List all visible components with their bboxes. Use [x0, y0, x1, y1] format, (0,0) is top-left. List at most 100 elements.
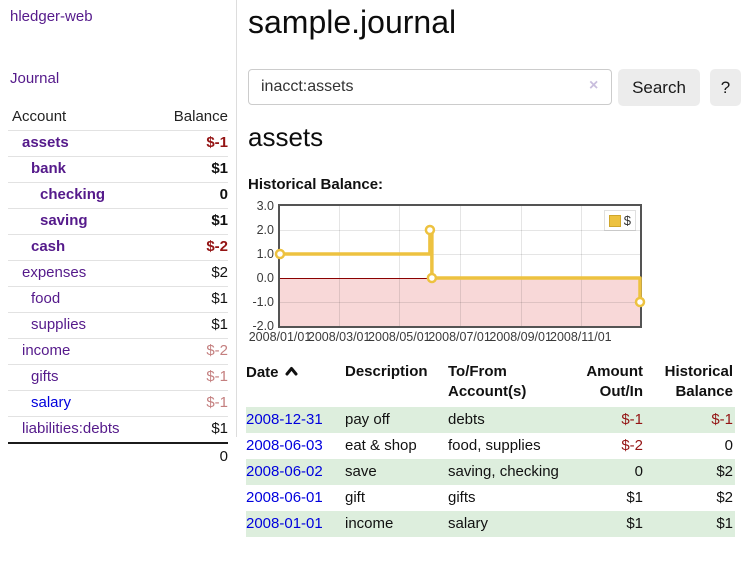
- account-row: supplies $1: [8, 312, 228, 338]
- negative-region: [280, 278, 640, 326]
- sort-ascending-chevron-icon: [285, 362, 298, 382]
- transaction-amount: $-2: [621, 437, 643, 454]
- account-link[interactable]: salary: [31, 394, 72, 411]
- chart-title: Historical Balance:: [248, 176, 384, 193]
- sidebar: hledger-web Journal Account Balance asse…: [0, 0, 237, 465]
- account-row: gifts $-1: [8, 364, 228, 390]
- account-row: assets $-1: [8, 130, 228, 156]
- transaction-amount: 0: [634, 463, 643, 480]
- transaction-date-link[interactable]: 2008-06-03: [246, 437, 323, 454]
- account-link[interactable]: liabilities:debts: [22, 420, 120, 437]
- account-row: cash $-2: [8, 234, 228, 260]
- vertical-gridline: [339, 206, 341, 326]
- y-axis-tick-label: -1.0: [252, 295, 274, 309]
- date-column-header[interactable]: Date: [246, 360, 345, 407]
- transaction-date-link[interactable]: 2008-06-03: [246, 433, 345, 459]
- account-balance: $1: [211, 160, 228, 177]
- accounts-table-rows: assets $-1 bank $1 checking 0 saving $1 cash $-2 e…: [8, 130, 228, 442]
- transaction-date-link[interactable]: 2008-01-01: [246, 511, 345, 537]
- search-input[interactable]: [248, 69, 612, 105]
- account-balance: $1: [211, 420, 228, 437]
- transaction-amount: $1: [626, 515, 643, 532]
- legend-label: $: [623, 213, 631, 228]
- transaction-accounts: salary: [448, 515, 489, 532]
- search-button[interactable]: Search: [618, 69, 700, 106]
- x-axis-tick-label: 2008/11/01: [549, 330, 612, 344]
- vertical-gridline: [459, 206, 461, 326]
- account-row: income $-2: [8, 338, 228, 364]
- account-link[interactable]: bank: [31, 160, 67, 177]
- account-balance: $-1: [206, 368, 228, 385]
- account-balance: 0: [219, 186, 228, 203]
- transaction-accounts: gifts: [448, 489, 476, 506]
- account-link[interactable]: gifts: [31, 368, 59, 385]
- accounts-total-row: 0: [8, 442, 228, 469]
- horizontal-gridline: [280, 254, 640, 255]
- data-point-marker: [426, 272, 438, 284]
- balance-column-header: Balance: [173, 108, 228, 125]
- transaction-description: pay off: [345, 411, 390, 428]
- account-link[interactable]: cash: [31, 238, 66, 255]
- transaction-balance: $-1: [711, 411, 733, 428]
- y-axis-tick-label: -2.0: [252, 319, 274, 333]
- account-balance: $2: [211, 264, 228, 281]
- balance-column-header-main: Historical Balance: [664, 363, 733, 400]
- account-row: bank $1: [8, 156, 228, 182]
- account-row: liabilities:debts $1: [8, 416, 228, 442]
- vertical-gridline: [520, 206, 522, 326]
- transaction-description: gift: [345, 489, 366, 506]
- y-axis-tick-label: 0.0: [256, 271, 274, 285]
- transaction-date-link[interactable]: 2008-06-01: [246, 489, 323, 506]
- historical-balance-chart: $ 3.0 2.0 1.0 0.0 -1.0 -2.0 2008/01/01 2008/03/…: [248, 199, 678, 348]
- transaction-row: 2008-06-01 gift gifts $1 $2: [246, 485, 735, 511]
- account-link[interactable]: food: [31, 290, 61, 307]
- register-header-row: Date Description To/From Account(s) Amou…: [246, 360, 735, 407]
- account-link[interactable]: assets: [22, 134, 69, 151]
- account-link[interactable]: saving: [40, 212, 88, 229]
- data-point-marker: [274, 248, 286, 260]
- account-balance: $1: [211, 316, 228, 333]
- transaction-date-link[interactable]: 2008-06-02: [246, 459, 345, 485]
- description-column-header: Description: [345, 363, 428, 380]
- transaction-description: save: [345, 463, 377, 480]
- data-point-marker: [424, 224, 436, 236]
- account-link[interactable]: supplies: [31, 316, 87, 333]
- x-axis-tick-label: 2008/05/01: [368, 330, 431, 344]
- transaction-date-link[interactable]: 2008-12-31: [246, 407, 345, 433]
- accounts-column-header: To/From Account(s): [448, 363, 527, 400]
- transaction-description: eat & shop: [345, 437, 417, 454]
- account-row: expenses $2: [8, 260, 228, 286]
- help-button[interactable]: ?: [710, 69, 741, 106]
- y-axis-tick-label: 2.0: [256, 223, 274, 237]
- transaction-row: 2008-01-01 income salary $1 $1: [246, 511, 735, 537]
- transaction-date-link[interactable]: 2008-06-02: [246, 463, 323, 480]
- accounts-table: Account Balance assets $-1 bank $1 checking 0…: [8, 104, 228, 469]
- app-brand-link[interactable]: hledger-web: [10, 8, 93, 25]
- account-link[interactable]: expenses: [22, 264, 87, 281]
- x-axis-tick-label: 2008/03/01: [307, 330, 371, 344]
- transaction-description: income: [345, 515, 394, 532]
- account-balance: $1: [211, 212, 228, 229]
- sidebar-item-journal[interactable]: Journal: [10, 70, 60, 87]
- transaction-row: 2008-06-03 eat & shop food, supplies $-2 0: [246, 433, 735, 459]
- account-row: saving $1: [8, 208, 228, 234]
- account-link[interactable]: income: [22, 342, 71, 359]
- y-axis-tick-label: 3.0: [256, 199, 274, 213]
- y-axis-tick-label: 1.0: [256, 247, 274, 261]
- account-link[interactable]: checking: [40, 186, 106, 203]
- transaction-date-link[interactable]: 2008-01-01: [246, 515, 323, 532]
- horizontal-gridline: [280, 302, 640, 303]
- register-table: Date Description To/From Account(s) Amou…: [246, 360, 735, 537]
- transaction-date-link[interactable]: 2008-12-31: [246, 411, 323, 428]
- x-axis-tick-label: 2008/07/01: [428, 330, 491, 344]
- transaction-row: 2008-12-31 pay off debts $-1 $-1: [246, 407, 735, 433]
- account-row: food $1: [8, 286, 228, 312]
- clear-search-icon[interactable]: ×: [589, 77, 599, 94]
- account-row: salary $-1: [8, 390, 228, 416]
- account-heading: assets: [248, 122, 324, 152]
- account-column-header: Account: [12, 108, 67, 125]
- transaction-date-link[interactable]: 2008-06-01: [246, 485, 345, 511]
- vertical-gridline: [399, 206, 401, 326]
- account-balance: $1: [211, 290, 228, 307]
- transaction-accounts: debts: [448, 411, 485, 428]
